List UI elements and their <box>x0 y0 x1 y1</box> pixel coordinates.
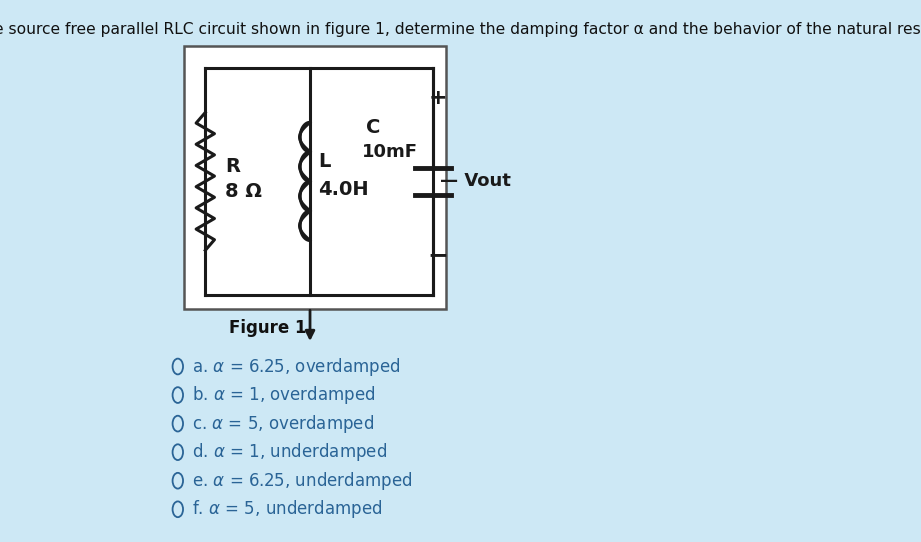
Text: R: R <box>225 157 240 176</box>
Text: — Vout: — Vout <box>439 172 510 190</box>
Text: Figure 1: Figure 1 <box>228 319 306 337</box>
Text: a. $\alpha$ = 6.25, overdamped: a. $\alpha$ = 6.25, overdamped <box>192 356 401 378</box>
Text: b. $\alpha$ = 1, overdamped: b. $\alpha$ = 1, overdamped <box>192 384 376 406</box>
Text: c. $\alpha$ = 5, overdamped: c. $\alpha$ = 5, overdamped <box>192 412 374 435</box>
Bar <box>184 46 446 309</box>
Text: e. $\alpha$ = 6.25, underdamped: e. $\alpha$ = 6.25, underdamped <box>192 470 413 492</box>
Text: d. $\alpha$ = 1, underdamped: d. $\alpha$ = 1, underdamped <box>192 441 388 463</box>
Text: For the source free parallel RLC circuit shown in figure 1, determine the dampin: For the source free parallel RLC circuit… <box>0 22 921 37</box>
Text: C: C <box>366 118 380 137</box>
Text: L: L <box>318 152 331 171</box>
Text: +: + <box>429 88 448 108</box>
Text: −: − <box>428 243 449 267</box>
Text: 10mF: 10mF <box>362 143 418 161</box>
Text: f. $\alpha$ = 5, underdamped: f. $\alpha$ = 5, underdamped <box>192 498 382 520</box>
Text: 8 Ω: 8 Ω <box>225 182 262 201</box>
Text: 4.0H: 4.0H <box>318 180 368 199</box>
